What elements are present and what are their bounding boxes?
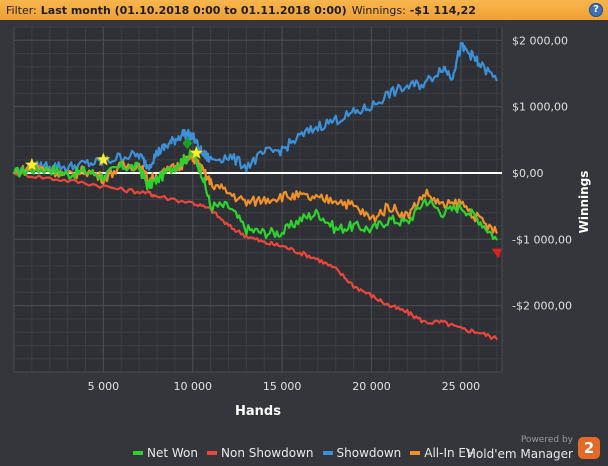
series-line-non-showdown	[12, 171, 498, 340]
x-axis-label: Hands	[235, 404, 281, 419]
series-line-net-won	[12, 149, 498, 241]
y-tick-label: $0,00	[512, 167, 544, 180]
series-line-all-in-ev	[12, 151, 498, 234]
x-tick-label: 25 000	[442, 380, 481, 393]
legend-label-all-in-ev: All-In EV	[424, 446, 475, 460]
chart-markers	[24, 137, 502, 259]
powered-by-text: Powered by	[520, 435, 573, 445]
legend-item-non-showdown[interactable]: Non Showdown	[207, 446, 314, 460]
x-tick-label: 15 000	[263, 380, 302, 393]
legend-swatch-showdown	[322, 451, 333, 455]
y-axis-label: Winnings	[577, 171, 591, 234]
legend-item-net-won[interactable]: Net Won	[133, 446, 198, 460]
legend-label-net-won: Net Won	[147, 446, 198, 460]
series-line-showdown	[12, 41, 498, 176]
chart-series	[12, 41, 498, 340]
star-marker	[189, 145, 204, 160]
legend-swatch-net-won	[133, 451, 143, 455]
diamond-marker	[182, 137, 193, 150]
chart-legend: Net Won Non Showdown Showdown All-In EV	[133, 446, 483, 460]
winnings-label: Winnings:	[351, 3, 406, 17]
filter-bar: Filter: Last month (01.10.2018 0:00 to 0…	[0, 0, 608, 20]
y-tick-label: -$1 000,00	[512, 233, 572, 246]
filter-label: Filter:	[6, 3, 37, 17]
legend-item-showdown[interactable]: Showdown	[322, 446, 402, 460]
x-tick-label: 10 000	[174, 380, 213, 393]
y-tick-label: $2 000,00	[512, 34, 568, 47]
product-name: Hold'em Manager	[466, 447, 573, 461]
triangle-marker	[491, 248, 502, 259]
legend-label-showdown: Showdown	[336, 446, 402, 460]
winnings-value: -$1 114,22	[409, 3, 476, 17]
y-tick-label: $1 000,00	[512, 101, 568, 114]
star-marker	[96, 151, 111, 166]
hm2-logo-icon: 2	[578, 437, 600, 459]
legend-swatch-all-in-ev	[410, 451, 421, 455]
filter-period[interactable]: Last month (01.10.2018 0:00 to 01.11.201…	[40, 3, 347, 17]
legend-swatch-non-showdown	[207, 451, 217, 455]
star-marker	[24, 157, 40, 172]
x-tick-label: 5 000	[88, 380, 120, 393]
y-tick-label: -$2 000,00	[512, 300, 572, 313]
legend-item-all-in-ev[interactable]: All-In EV	[410, 446, 474, 460]
x-tick-label: 20 000	[352, 380, 391, 393]
branding: Powered by Hold'em Manager 2	[467, 434, 600, 462]
help-icon[interactable]: ?	[589, 3, 603, 17]
legend-label-non-showdown: Non Showdown	[221, 446, 314, 460]
